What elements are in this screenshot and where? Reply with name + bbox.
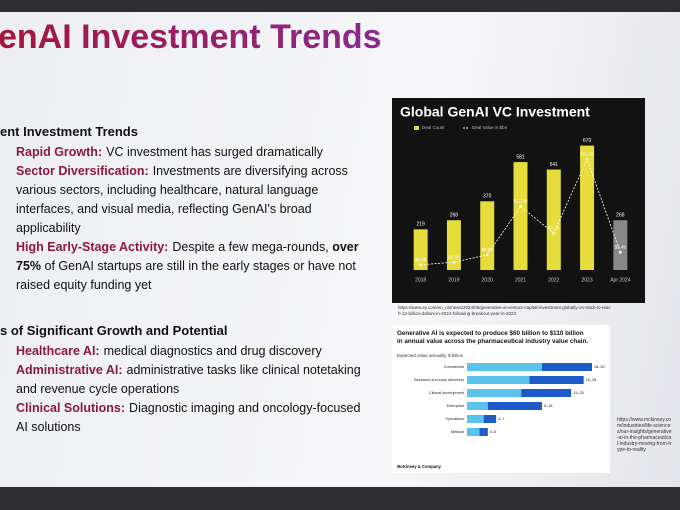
- x-tick-label: Apr 2024: [610, 277, 631, 283]
- range-bar: [483, 415, 497, 423]
- range-bar: [542, 363, 592, 371]
- x-tick-label: 2019: [448, 277, 459, 283]
- value-label: $1.5b: [448, 254, 460, 259]
- category-label: Commercial: [444, 365, 464, 369]
- category-label: Enterprise: [447, 404, 464, 408]
- value-point: [452, 260, 456, 264]
- legend-label: Deal Value in $bn: [472, 125, 508, 130]
- low-bar: [467, 389, 522, 397]
- low-bar: [467, 428, 480, 436]
- section: ent Investment Trends Rapid Growth: VC inv…: [0, 124, 375, 295]
- bar: [446, 220, 461, 270]
- low-bar: [467, 402, 488, 410]
- bar-label: 268: [616, 213, 625, 219]
- bullet-text: administrative tasks like clinical notet…: [16, 363, 361, 396]
- chart-title: Global GenAI VC Investment: [400, 104, 590, 120]
- bullet-lead: Clinical Solutions:: [16, 401, 126, 415]
- slide: enAI Investment Trends ent Investment Tr…: [0, 12, 680, 487]
- range-label: 3–5: [490, 430, 496, 434]
- bar-label: 541: [550, 162, 559, 168]
- range-bar: [479, 428, 488, 436]
- range-label: 18–30: [594, 365, 605, 369]
- chart-title: Generative AI is expected to produce $60…: [397, 330, 588, 345]
- value-point: [419, 263, 422, 267]
- range-bar: [521, 389, 572, 397]
- low-bar: [467, 376, 530, 384]
- bullet-text: Diagnostic imaging and oncology-focused …: [16, 401, 361, 434]
- range-bar: [529, 376, 584, 384]
- range-bar: [487, 402, 542, 410]
- category-label: Medical: [451, 430, 464, 434]
- bullet-lead: High Early-Stage Activity:: [16, 240, 169, 254]
- bullet-lead: Rapid Growth:: [16, 145, 103, 159]
- legend-label: Deal Count: [422, 125, 445, 130]
- bullet: Healthcare AI: medical diagnostics and dr…: [16, 342, 375, 361]
- value-point: [519, 205, 522, 208]
- bullet-text: of GenAI startups are still in the early…: [16, 259, 356, 292]
- section-heading: ent Investment Trends: [0, 124, 138, 139]
- bar: [413, 229, 428, 270]
- bullet-text: medical diagnostics and drug discovery: [103, 344, 322, 358]
- bullet-lead: Sector Diversification:: [16, 164, 149, 178]
- bullet: Rapid Growth: VC investment has surged dr…: [16, 143, 375, 162]
- bullet-lead: Healthcare AI:: [16, 344, 100, 358]
- section-heading: s of Significant Growth and Potential: [0, 323, 228, 338]
- value-point: [619, 251, 622, 254]
- x-tick-label: 2021: [515, 277, 526, 283]
- section: s of Significant Growth and Potential Hea…: [0, 323, 375, 437]
- range-label: 15–28: [586, 378, 597, 382]
- bullet-lead: Administrative AI:: [16, 363, 123, 377]
- x-tick-label: 2020: [482, 277, 493, 283]
- bullet: Administrative AI: administrative tasks l…: [16, 361, 375, 399]
- chart-subtitle: Expected value annually, $ billion: [397, 353, 464, 358]
- bullet: Clinical Solutions: Diagnostic imaging an…: [16, 399, 375, 437]
- x-tick-label: 2023: [582, 277, 593, 283]
- value-point: [552, 231, 556, 235]
- bar: [580, 145, 595, 270]
- bar: [613, 220, 628, 270]
- bullet-text: Despite a few mega-rounds,: [172, 240, 329, 254]
- bullet: Sector Diversification: Investments are d…: [16, 162, 375, 238]
- value-label: $2.9b: [482, 247, 494, 252]
- category-label: Clinical development: [429, 391, 465, 395]
- bar: [513, 162, 528, 270]
- legend-swatch: [414, 126, 419, 130]
- value-label: $21.3b: [580, 151, 594, 156]
- bar-label: 268: [450, 213, 459, 219]
- bar-label: 370: [483, 194, 492, 200]
- source: McKinsey & Company: [397, 464, 442, 469]
- value-label: $3.4b: [615, 245, 627, 250]
- vc-chart: Global GenAI VC Investment Deal Count Deal…: [392, 98, 645, 303]
- source-url: https://www.ey.com/en_us/news/2024/05/ge…: [398, 305, 611, 316]
- bullet-text: over 75%: [16, 240, 359, 273]
- value-chart: Generative AI is expected to produce $60…: [392, 325, 610, 473]
- bullet-text: Investments are diversifying across vari…: [16, 164, 348, 235]
- bullet: High Early-Stage Activity: Despite a few …: [16, 238, 375, 295]
- bar-label: 219: [416, 222, 425, 228]
- bar: [480, 201, 495, 270]
- value-point: [485, 253, 489, 257]
- value-label: $7.1b: [548, 225, 560, 230]
- low-bar: [467, 363, 542, 371]
- chart-background: [392, 325, 610, 473]
- x-tick-label: 2022: [548, 277, 559, 283]
- range-label: 5–18: [544, 404, 552, 408]
- bar-label: 670: [583, 138, 592, 144]
- bullet-text: VC investment has surged dramatically: [106, 145, 323, 159]
- low-bar: [467, 415, 484, 423]
- range-label: 4–7: [498, 417, 504, 421]
- bar: [546, 169, 561, 270]
- value-label: $1.0b: [415, 257, 427, 262]
- value-point: [585, 157, 589, 161]
- slide-title: enAI Investment Trends: [0, 18, 382, 56]
- x-tick-label: 2018: [415, 277, 426, 283]
- bar-label: 581: [516, 154, 525, 160]
- range-label: 13–25: [573, 391, 584, 395]
- source-url: https://www.mckinsey.com/industries/life…: [617, 417, 672, 453]
- value-label: $12.2b: [514, 199, 528, 204]
- category-label: Operations: [445, 417, 464, 421]
- category-label: Research and early discovery: [414, 378, 464, 382]
